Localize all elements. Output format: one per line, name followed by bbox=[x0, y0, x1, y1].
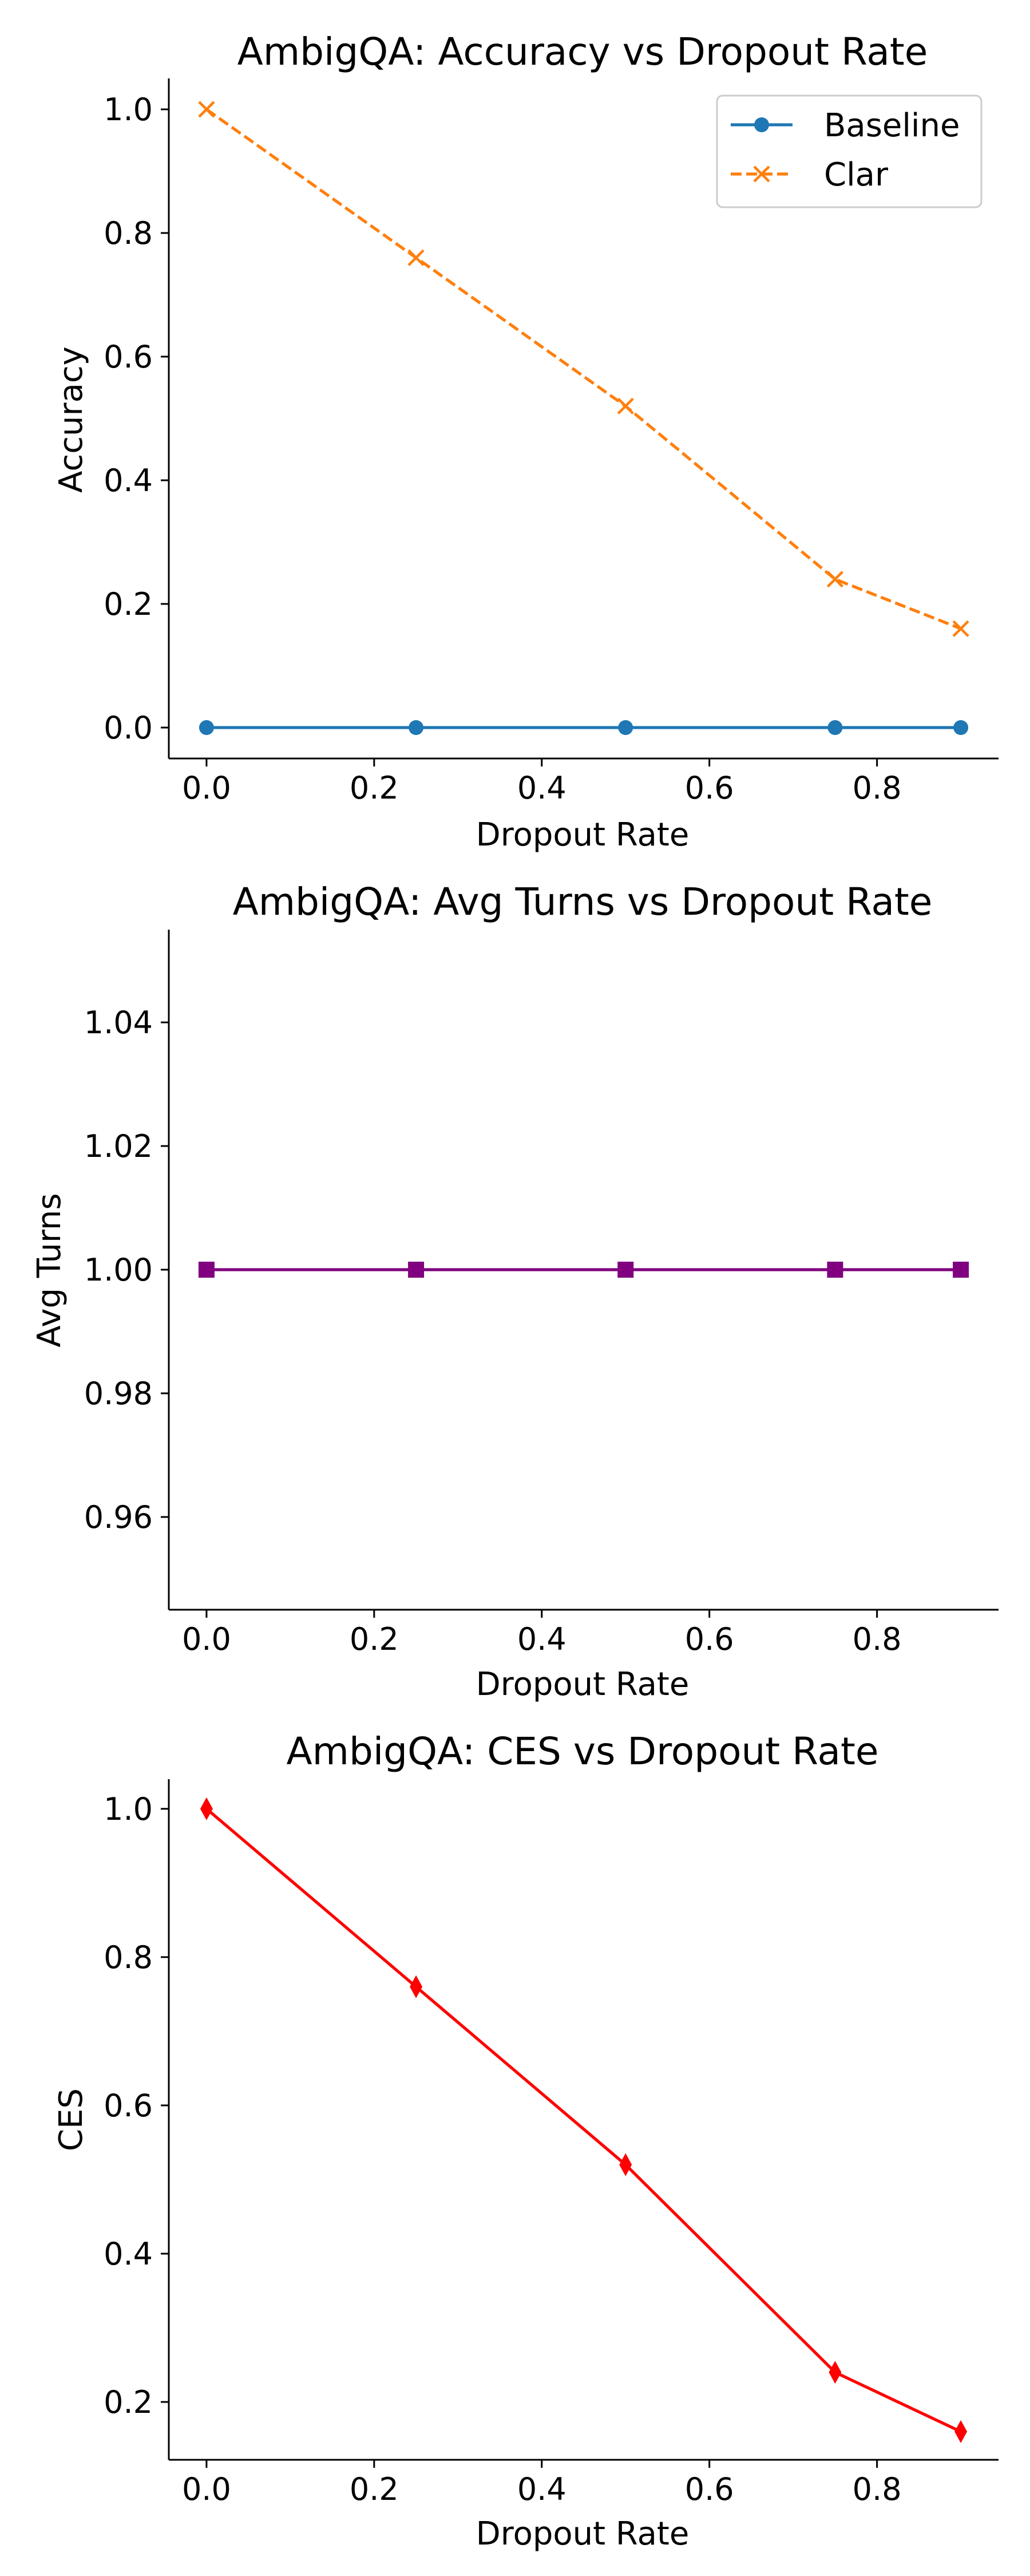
avg-turns-chart: AmbigQA: Avg Turns vs Dropout Rate Dropo… bbox=[31, 880, 999, 1703]
avg-turns-series-0-point bbox=[953, 1262, 969, 1278]
avg-turns-series-0-point bbox=[408, 1262, 425, 1278]
ces-series-0-point bbox=[954, 2420, 968, 2443]
accuracy-y-tick-label: 0.4 bbox=[104, 463, 153, 499]
accuracy-baseline-point bbox=[199, 720, 214, 735]
avg-turns-y-tick-label: 0.98 bbox=[84, 1376, 153, 1412]
ces-y-axis-label: CES bbox=[53, 2088, 90, 2151]
avg-turns-x-tick-label: 0.6 bbox=[685, 1621, 734, 1657]
accuracy-clar-point bbox=[407, 249, 425, 266]
avg-turns-x-axis-label: Dropout Rate bbox=[476, 1666, 690, 1703]
accuracy-chart-title: AmbigQA: Accuracy vs Dropout Rate bbox=[237, 30, 928, 74]
ces-x-tick-label: 0.6 bbox=[685, 2471, 734, 2507]
avg-turns-series-0-point bbox=[198, 1262, 215, 1278]
legend-baseline-label: Baseline bbox=[824, 107, 960, 144]
ces-y-tick-label: 0.8 bbox=[104, 1939, 153, 1976]
ces-y-tick-label: 1.0 bbox=[104, 1791, 153, 1827]
accuracy-x-axis-label: Dropout Rate bbox=[476, 816, 690, 854]
accuracy-clar-point bbox=[198, 101, 215, 118]
avg-turns-y-axis-label: Avg Turns bbox=[31, 1193, 68, 1347]
legend-baseline-marker bbox=[754, 117, 769, 132]
accuracy-x-tick-label: 0.2 bbox=[350, 770, 399, 806]
ces-y-tick-label: 0.4 bbox=[104, 2236, 153, 2272]
avg-turns-series-0-point bbox=[827, 1262, 843, 1278]
accuracy-x-tick-label: 0.8 bbox=[853, 770, 902, 806]
avg-turns-series-0-point bbox=[617, 1262, 634, 1278]
accuracy-y-tick-label: 1.0 bbox=[104, 92, 153, 128]
accuracy-x-tick-label: 0.4 bbox=[517, 770, 566, 806]
ces-series-0-point bbox=[410, 1975, 423, 1998]
accuracy-y-tick-label: 0.6 bbox=[104, 339, 153, 375]
ces-x-tick-label: 0.8 bbox=[853, 2471, 902, 2507]
accuracy-x-tick-label: 0.0 bbox=[182, 770, 231, 806]
accuracy-chart: AmbigQA: Accuracy vs Dropout Rate Dropou… bbox=[53, 30, 999, 854]
ces-y-tick-label: 0.6 bbox=[104, 2088, 153, 2124]
avg-turns-x-tick-label: 0.8 bbox=[853, 1621, 902, 1657]
accuracy-plot-area: 0.0 0.2 0.4 0.6 0.8 0.0 0.2 0.4 0.6 0.8 1.0 bbox=[104, 78, 999, 806]
accuracy-y-tick-label: 0.8 bbox=[104, 215, 153, 251]
avg-turns-chart-title: AmbigQA: Avg Turns vs Dropout Rate bbox=[233, 880, 933, 924]
avg-turns-x-tick-label: 0.4 bbox=[517, 1621, 566, 1657]
ces-plot-area: 0.0 0.2 0.4 0.6 0.8 0.2 0.4 0.6 0.8 1.0 bbox=[104, 1779, 999, 2507]
accuracy-baseline-point bbox=[618, 720, 633, 735]
ces-series-0-point bbox=[200, 1797, 213, 1820]
ces-chart: AmbigQA: CES vs Dropout Rate Dropout Rat… bbox=[53, 1729, 999, 2553]
avg-turns-y-tick-label: 0.96 bbox=[84, 1499, 153, 1535]
accuracy-y-tick-label: 0.2 bbox=[104, 586, 153, 622]
avg-turns-x-tick-label: 0.2 bbox=[350, 1621, 399, 1657]
accuracy-baseline-point bbox=[953, 720, 969, 735]
avg-turns-y-tick-label: 1.00 bbox=[84, 1252, 153, 1288]
ces-chart-title: AmbigQA: CES vs Dropout Rate bbox=[287, 1729, 879, 1773]
legend-clar-label: Clar bbox=[824, 156, 889, 193]
legend-clar-marker bbox=[753, 165, 770, 183]
accuracy-baseline-point bbox=[827, 720, 843, 735]
avg-turns-y-tick-label: 1.04 bbox=[84, 1005, 153, 1041]
ces-x-tick-label: 0.2 bbox=[350, 2471, 399, 2507]
ces-y-tick-label: 0.2 bbox=[104, 2384, 153, 2420]
avg-turns-plot-area: 0.0 0.2 0.4 0.6 0.8 0.96 0.98 1.00 1.02 1.04 bbox=[84, 930, 999, 1657]
accuracy-y-axis-label: Accuracy bbox=[53, 346, 90, 493]
ces-series-0-point bbox=[619, 2153, 632, 2176]
accuracy-y-tick-label: 0.0 bbox=[104, 710, 153, 746]
accuracy-x-tick-label: 0.6 bbox=[685, 770, 734, 806]
accuracy-clar-point bbox=[826, 571, 843, 588]
ces-series-0-point bbox=[829, 2361, 842, 2384]
avg-turns-x-tick-label: 0.0 bbox=[182, 1621, 231, 1657]
accuracy-clar-point bbox=[617, 397, 634, 414]
accuracy-baseline-point bbox=[409, 720, 424, 735]
ces-x-tick-label: 0.4 bbox=[517, 2471, 566, 2507]
avg-turns-y-tick-label: 1.02 bbox=[84, 1128, 153, 1164]
accuracy-clar-point bbox=[952, 620, 969, 637]
ces-x-axis-label: Dropout Rate bbox=[476, 2515, 690, 2553]
accuracy-legend: Baseline Clar bbox=[716, 94, 983, 208]
ces-x-tick-label: 0.0 bbox=[182, 2471, 231, 2507]
